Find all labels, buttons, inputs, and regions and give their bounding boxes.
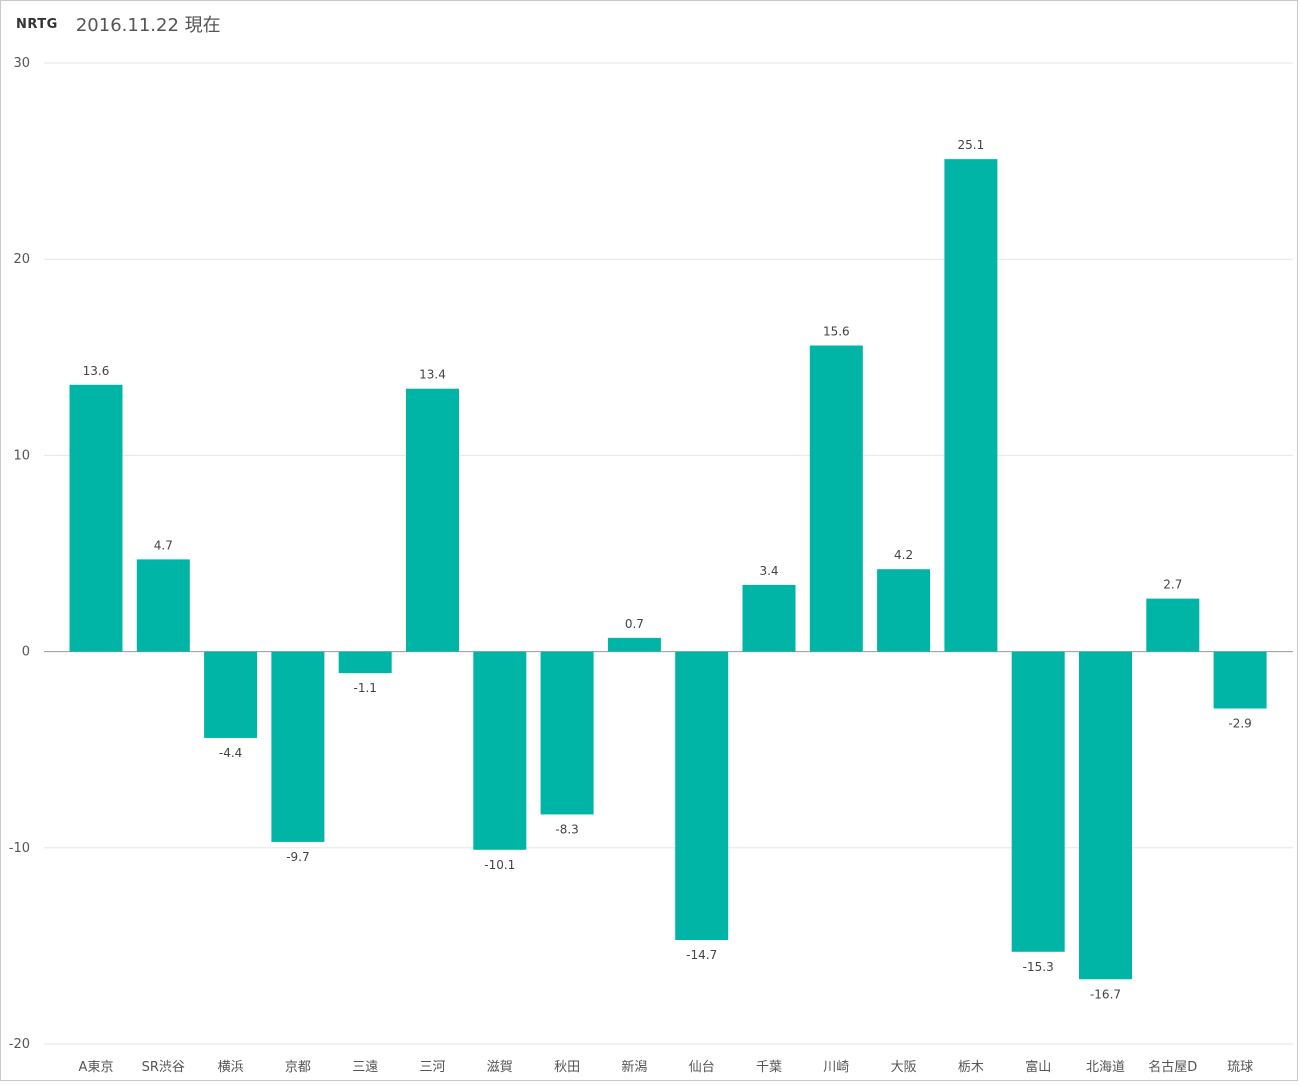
data-label: 4.2: [894, 548, 913, 562]
data-label: 4.7: [154, 538, 173, 552]
x-tick-label: 栃木: [958, 1060, 984, 1075]
x-tick-label: 名古屋D: [1148, 1059, 1197, 1075]
bar: [406, 388, 459, 652]
bar: [1011, 651, 1065, 952]
bar: [607, 637, 661, 652]
bar: [338, 651, 392, 674]
bar: [540, 651, 594, 815]
x-tick-label: 秋田: [554, 1060, 580, 1075]
x-tick-label: 千葉: [756, 1060, 782, 1075]
x-tick-label: 横浜: [218, 1060, 244, 1075]
x-tick-label: 仙台: [689, 1060, 715, 1075]
y-tick-label: 10: [13, 448, 30, 463]
data-label: 3.4: [759, 564, 778, 578]
data-label: -16.7: [1090, 987, 1121, 1001]
bar: [944, 159, 998, 652]
bar: [1146, 598, 1200, 652]
data-label: -14.7: [686, 948, 717, 962]
data-label: 15.6: [823, 325, 850, 339]
data-label: 2.7: [1163, 578, 1182, 592]
x-tick-label: 川崎: [823, 1060, 849, 1075]
x-tick-label: 北海道: [1086, 1060, 1125, 1075]
bar: [1213, 651, 1267, 709]
bar: [204, 651, 258, 738]
x-tick-label: 滋賀: [487, 1060, 513, 1075]
x-tick-label: 三遠: [352, 1060, 378, 1075]
y-tick-label: -10: [9, 841, 30, 856]
bar: [675, 651, 729, 941]
bar: [877, 569, 931, 652]
data-label: -2.9: [1228, 716, 1251, 730]
x-tick-label: 京都: [285, 1060, 311, 1075]
x-tick-label: 大阪: [891, 1060, 917, 1075]
bar: [136, 559, 190, 652]
data-label: 13.4: [419, 368, 446, 382]
bar: [1079, 651, 1132, 980]
data-label: -10.1: [484, 858, 515, 872]
data-label: -4.4: [219, 746, 242, 760]
y-tick-label: 0: [22, 645, 30, 660]
bar: [473, 651, 527, 850]
data-label: 25.1: [958, 138, 985, 152]
data-label: -8.3: [555, 822, 578, 836]
brand-label: NRTG: [16, 16, 58, 32]
chart-title: 2016.11.22 現在: [75, 15, 221, 36]
chart-header: NRTG 2016.11.22 現在: [16, 10, 221, 38]
x-tick-label: 新潟: [621, 1059, 647, 1075]
y-tick-label: -20: [9, 1037, 30, 1052]
bar: [271, 651, 325, 842]
data-label: -15.3: [1023, 960, 1054, 974]
y-tick-label: 30: [13, 56, 30, 71]
x-tick-label: 琉球: [1227, 1060, 1253, 1075]
data-label: -1.1: [353, 681, 376, 695]
y-tick-label: 20: [13, 252, 30, 267]
x-tick-label: SR渋谷: [142, 1060, 185, 1075]
x-tick-label: 三河: [419, 1060, 445, 1075]
bar: [69, 384, 123, 652]
bar: [742, 584, 796, 652]
x-tick-label: 富山: [1025, 1059, 1051, 1075]
data-label: -9.7: [286, 850, 309, 864]
bar: [809, 345, 863, 652]
x-tick-label: A東京: [79, 1059, 114, 1075]
data-label: 13.6: [83, 364, 110, 378]
data-label: 0.7: [625, 617, 644, 631]
